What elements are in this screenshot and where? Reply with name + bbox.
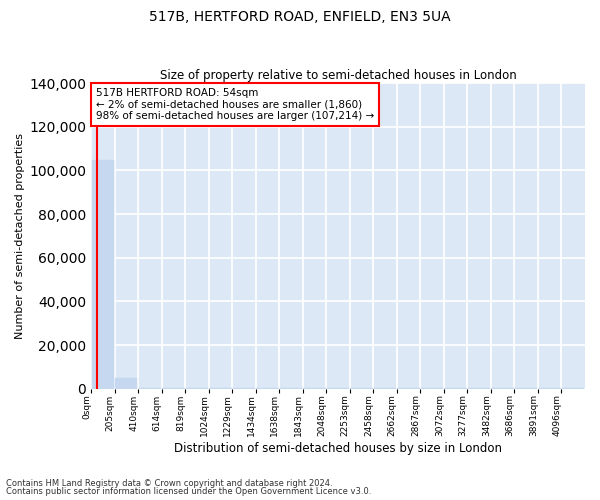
Bar: [92, 160, 114, 389]
Text: 517B HERTFORD ROAD: 54sqm
← 2% of semi-detached houses are smaller (1,860)
98% o: 517B HERTFORD ROAD: 54sqm ← 2% of semi-d…: [96, 88, 374, 121]
Y-axis label: Number of semi-detached properties: Number of semi-detached properties: [15, 133, 25, 339]
Bar: [115, 378, 137, 389]
Text: Contains public sector information licensed under the Open Government Licence v3: Contains public sector information licen…: [6, 487, 371, 496]
Title: Size of property relative to semi-detached houses in London: Size of property relative to semi-detach…: [160, 69, 517, 82]
Text: 517B, HERTFORD ROAD, ENFIELD, EN3 5UA: 517B, HERTFORD ROAD, ENFIELD, EN3 5UA: [149, 10, 451, 24]
Text: Contains HM Land Registry data © Crown copyright and database right 2024.: Contains HM Land Registry data © Crown c…: [6, 478, 332, 488]
X-axis label: Distribution of semi-detached houses by size in London: Distribution of semi-detached houses by …: [174, 442, 502, 455]
